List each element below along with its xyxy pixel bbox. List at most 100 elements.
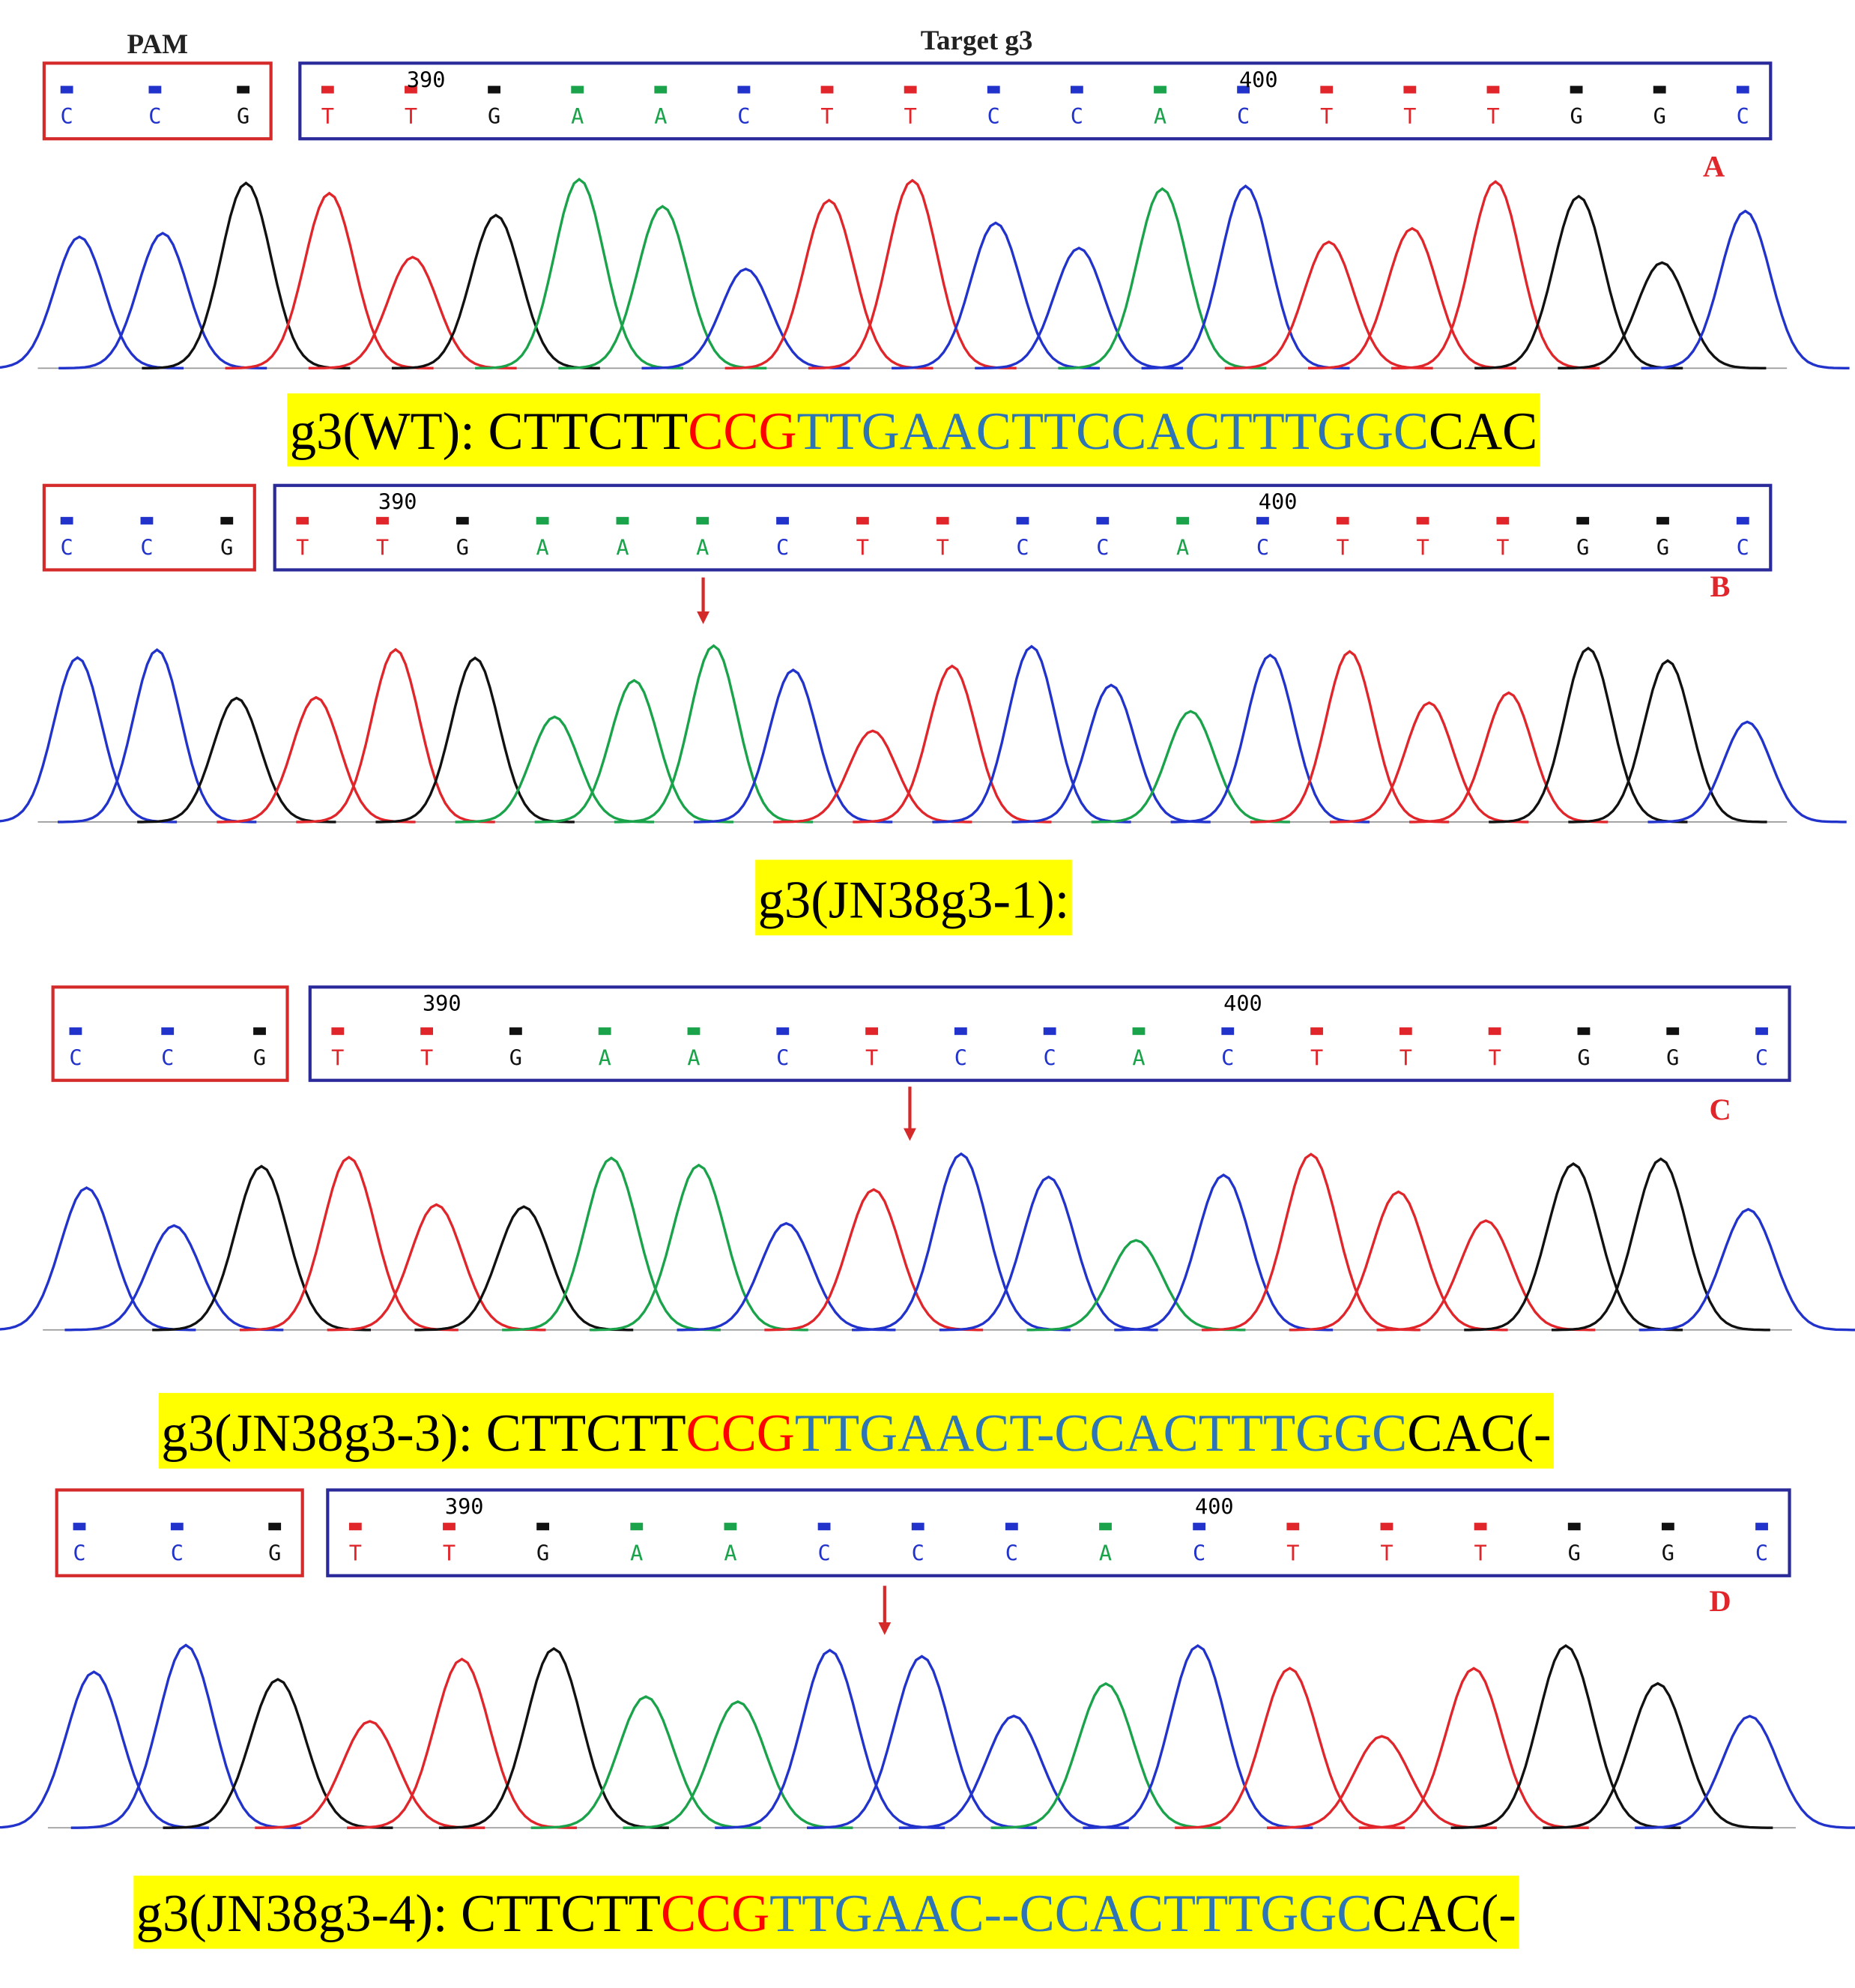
base-marker	[737, 85, 751, 94]
base-call: C	[171, 1541, 184, 1566]
base-marker	[1496, 516, 1510, 525]
trace-peak	[1551, 1157, 1770, 1332]
base-marker	[1099, 1523, 1112, 1531]
base-marker	[1755, 1027, 1768, 1036]
base-marker	[376, 516, 389, 525]
trace-peak	[1175, 1667, 1405, 1829]
base-call: T	[820, 103, 833, 129]
caption-segment: TTGAACT-CCACTTTGGC	[795, 1404, 1407, 1463]
caption-text: g3(WT): CTTCTTCCGTTGAACTTCCACTTTGGCCAC	[290, 402, 1538, 461]
base-call: T	[420, 1045, 433, 1071]
base-call: C	[776, 534, 789, 560]
target-box	[326, 1488, 1791, 1577]
trace-peak	[1224, 240, 1433, 370]
base-marker	[443, 1523, 456, 1531]
caption: g3(WT): CTTCTTCCGTTGAACTTCCACTTTGGCCAC	[287, 393, 1540, 467]
base-marker	[1005, 1523, 1018, 1531]
base-call: C	[1096, 534, 1109, 560]
base-call: T	[1320, 103, 1333, 129]
trace-peak	[693, 668, 893, 824]
base-call: G	[253, 1045, 266, 1071]
trace-peak	[1391, 180, 1600, 370]
trace-peak	[438, 1646, 669, 1829]
base-call: T	[1403, 103, 1416, 129]
base-marker	[1474, 1523, 1487, 1531]
base-marker	[348, 1523, 362, 1531]
base-marker	[820, 85, 834, 94]
base-call: C	[1016, 534, 1029, 560]
base-call: G	[456, 534, 469, 560]
caption-text: g3(JN38g3-3): CTTCTTCCGTTGAACT-CCACTTTGG…	[161, 1404, 1551, 1463]
base-marker	[237, 85, 250, 94]
base-marker	[1653, 85, 1666, 94]
base-marker	[1576, 516, 1590, 525]
trace-peak	[724, 199, 933, 370]
position-label: 400	[1239, 67, 1278, 92]
trace-peak	[1307, 226, 1516, 370]
trace-peak	[225, 191, 434, 370]
base-call: C	[1755, 1541, 1768, 1566]
caption-segment: CAC(-	[1407, 1404, 1551, 1463]
base-call: C	[1755, 1045, 1768, 1071]
base-marker	[253, 1027, 266, 1036]
trace-peak	[715, 1649, 945, 1829]
pam-box	[51, 985, 289, 1082]
trace-peak	[589, 1163, 808, 1332]
trace-peak	[1170, 653, 1370, 824]
base-call: C	[912, 1541, 925, 1566]
trace-peak	[1568, 659, 1767, 824]
base-marker	[616, 516, 629, 525]
base-call: C	[61, 103, 73, 129]
base-call: C	[148, 103, 161, 129]
base-call: C	[954, 1045, 967, 1071]
base-marker	[536, 516, 549, 525]
base-marker	[1736, 516, 1749, 525]
base-marker	[776, 516, 789, 525]
arrow-head	[697, 611, 710, 624]
trace-peak	[1202, 1152, 1420, 1332]
trace-peak	[142, 181, 351, 370]
base-marker	[509, 1027, 522, 1036]
trace-peak	[1558, 261, 1767, 370]
base-marker	[1286, 1523, 1300, 1531]
caption-text: g3(JN38g3-1):	[758, 871, 1070, 930]
base-marker	[1570, 85, 1583, 94]
base-call: A	[654, 103, 667, 129]
trace-peak	[347, 1658, 578, 1829]
base-call: C	[817, 1541, 830, 1566]
base-call: T	[1337, 534, 1349, 560]
base-marker	[1656, 516, 1669, 525]
base-call: T	[349, 1541, 362, 1566]
base-marker	[170, 1523, 184, 1531]
trace-peak	[327, 1203, 546, 1332]
trace-peak	[1250, 650, 1450, 824]
trace-peak	[1641, 209, 1850, 370]
trace-peak	[475, 178, 684, 370]
trace-peak	[939, 1175, 1158, 1332]
base-marker	[654, 85, 668, 94]
base-call: T	[331, 1045, 344, 1071]
trace-peak	[296, 647, 495, 824]
base-marker	[1016, 516, 1029, 525]
base-call: A	[1132, 1045, 1145, 1071]
trace-peak	[807, 1655, 1038, 1829]
trace-peak	[1141, 184, 1350, 370]
base-marker	[73, 1523, 86, 1531]
base-call: T	[1486, 103, 1499, 129]
base-marker	[1488, 1027, 1501, 1036]
base-marker	[630, 1523, 644, 1531]
base-marker	[488, 85, 500, 94]
panel-letter: D	[1709, 1584, 1731, 1618]
base-marker	[1132, 1027, 1146, 1036]
position-label: 400	[1259, 489, 1298, 515]
base-marker	[268, 1523, 282, 1531]
caption: g3(JN38g3-1):	[755, 859, 1072, 936]
trace-peak	[558, 205, 767, 370]
trace-peak	[502, 1156, 721, 1332]
base-marker	[571, 85, 584, 94]
base-call: C	[737, 103, 750, 129]
trace-peak	[1489, 646, 1688, 824]
base-marker	[865, 1027, 878, 1036]
trace-peak	[641, 268, 850, 370]
